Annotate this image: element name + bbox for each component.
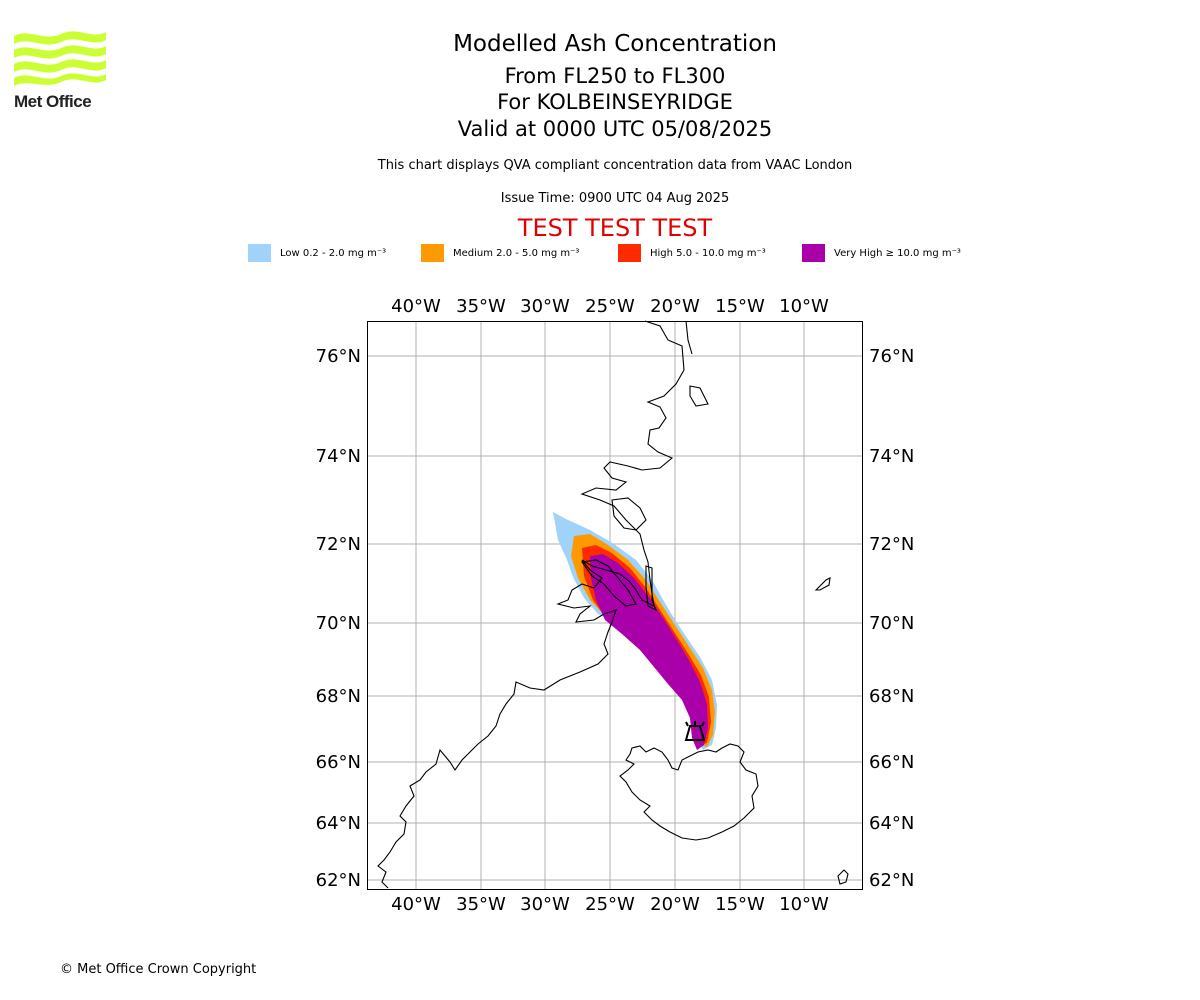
legend-swatch-very-high bbox=[802, 244, 825, 262]
lon-label-bottom: 40°W bbox=[391, 894, 441, 915]
lat-label-left: 62°N bbox=[316, 870, 361, 891]
map-frame bbox=[367, 321, 863, 890]
faroe-islands-coastline bbox=[837, 869, 849, 885]
jan-mayen-coastline bbox=[814, 577, 831, 591]
lon-label-bottom: 10°W bbox=[779, 894, 829, 915]
coastlines bbox=[377, 320, 849, 889]
lon-label-top: 30°W bbox=[520, 296, 570, 317]
latitude-labels-left: 76°N 74°N 72°N 70°N 68°N 66°N 64°N 62°N bbox=[316, 346, 361, 891]
lon-label-bottom: 35°W bbox=[456, 894, 506, 915]
lat-label-left: 70°N bbox=[316, 613, 361, 634]
lat-label-right: 76°N bbox=[869, 346, 914, 367]
greenland-fjord-1 bbox=[685, 320, 693, 355]
legend-label-low: Low 0.2 - 2.0 mg m⁻³ bbox=[280, 247, 387, 259]
issue-time: Issue Time: 0900 UTC 04 Aug 2025 bbox=[500, 191, 730, 206]
lon-label-bottom: 30°W bbox=[520, 894, 570, 915]
legend-swatch-low bbox=[248, 244, 271, 262]
lat-label-right: 66°N bbox=[869, 752, 914, 773]
legend-label-high: High 5.0 - 10.0 mg m⁻³ bbox=[650, 247, 766, 259]
test-banner: TEST TEST TEST bbox=[517, 214, 713, 242]
valid-time: Valid at 0000 UTC 05/08/2025 bbox=[457, 117, 773, 141]
legend-item-very-high: Very High ≥ 10.0 mg m⁻³ bbox=[802, 244, 961, 262]
lon-label-top: 35°W bbox=[456, 296, 506, 317]
greenland-fjord-5 bbox=[645, 565, 658, 612]
met-office-logo-waves bbox=[14, 31, 106, 86]
greenland-fjord-4 bbox=[581, 559, 637, 607]
location-name: For KOLBEINSEYRIDGE bbox=[497, 90, 733, 114]
lat-label-right: 72°N bbox=[869, 534, 914, 555]
longitude-labels-bottom: 40°W 35°W 30°W 25°W 20°W 15°W 10°W bbox=[391, 894, 829, 915]
lon-label-bottom: 15°W bbox=[715, 894, 765, 915]
ash-plume bbox=[553, 512, 717, 750]
description-text: This chart displays QVA compliant concen… bbox=[377, 158, 853, 173]
lon-label-top: 15°W bbox=[715, 296, 765, 317]
copyright-notice: © Met Office Crown Copyright bbox=[60, 962, 257, 977]
legend-swatch-high bbox=[618, 244, 641, 262]
legend-label-medium: Medium 2.0 - 5.0 mg m⁻³ bbox=[453, 247, 580, 259]
lat-label-left: 68°N bbox=[316, 686, 361, 707]
legend-item-high: High 5.0 - 10.0 mg m⁻³ bbox=[618, 244, 766, 262]
lat-label-right: 62°N bbox=[869, 870, 914, 891]
chart-title: Modelled Ash Concentration bbox=[453, 31, 777, 57]
met-office-logo: Met Office bbox=[14, 30, 108, 112]
lon-label-top: 40°W bbox=[391, 296, 441, 317]
flight-level-range: From FL250 to FL300 bbox=[504, 64, 726, 88]
met-office-logo-text: Met Office bbox=[14, 92, 92, 111]
lon-label-top: 10°W bbox=[779, 296, 829, 317]
greenland-coastline bbox=[377, 320, 685, 889]
legend-item-medium: Medium 2.0 - 5.0 mg m⁻³ bbox=[421, 244, 579, 262]
lat-label-right: 64°N bbox=[869, 813, 914, 834]
lat-label-right: 74°N bbox=[869, 446, 914, 467]
lat-label-right: 68°N bbox=[869, 686, 914, 707]
lon-label-bottom: 25°W bbox=[585, 894, 635, 915]
lon-label-top: 25°W bbox=[585, 296, 635, 317]
lat-label-right: 70°N bbox=[869, 613, 914, 634]
legend-item-low: Low 0.2 - 2.0 mg m⁻³ bbox=[248, 244, 386, 262]
lon-label-bottom: 20°W bbox=[650, 894, 700, 915]
longitude-labels-top: 40°W 35°W 30°W 25°W 20°W 15°W 10°W bbox=[391, 296, 829, 317]
ash-map: 40°W 35°W 30°W 25°W 20°W 15°W 10°W 40°W … bbox=[316, 296, 915, 915]
lat-label-left: 64°N bbox=[316, 813, 361, 834]
legend-swatch-medium bbox=[421, 244, 444, 262]
latitude-labels-right: 76°N 74°N 72°N 70°N 68°N 66°N 64°N 62°N bbox=[869, 346, 914, 891]
ash-very-high-area bbox=[590, 554, 708, 750]
map-gridlines bbox=[367, 321, 863, 890]
volcano-icon bbox=[684, 721, 706, 741]
lon-label-top: 20°W bbox=[650, 296, 700, 317]
legend-label-very-high: Very High ≥ 10.0 mg m⁻³ bbox=[834, 247, 961, 259]
greenland-fjord-2 bbox=[689, 385, 709, 407]
lat-label-left: 66°N bbox=[316, 752, 361, 773]
lat-label-left: 72°N bbox=[316, 534, 361, 555]
lat-label-left: 76°N bbox=[316, 346, 361, 367]
greenland-fjord-3 bbox=[611, 497, 647, 531]
lat-label-left: 74°N bbox=[316, 446, 361, 467]
iceland-coastline bbox=[619, 743, 759, 841]
